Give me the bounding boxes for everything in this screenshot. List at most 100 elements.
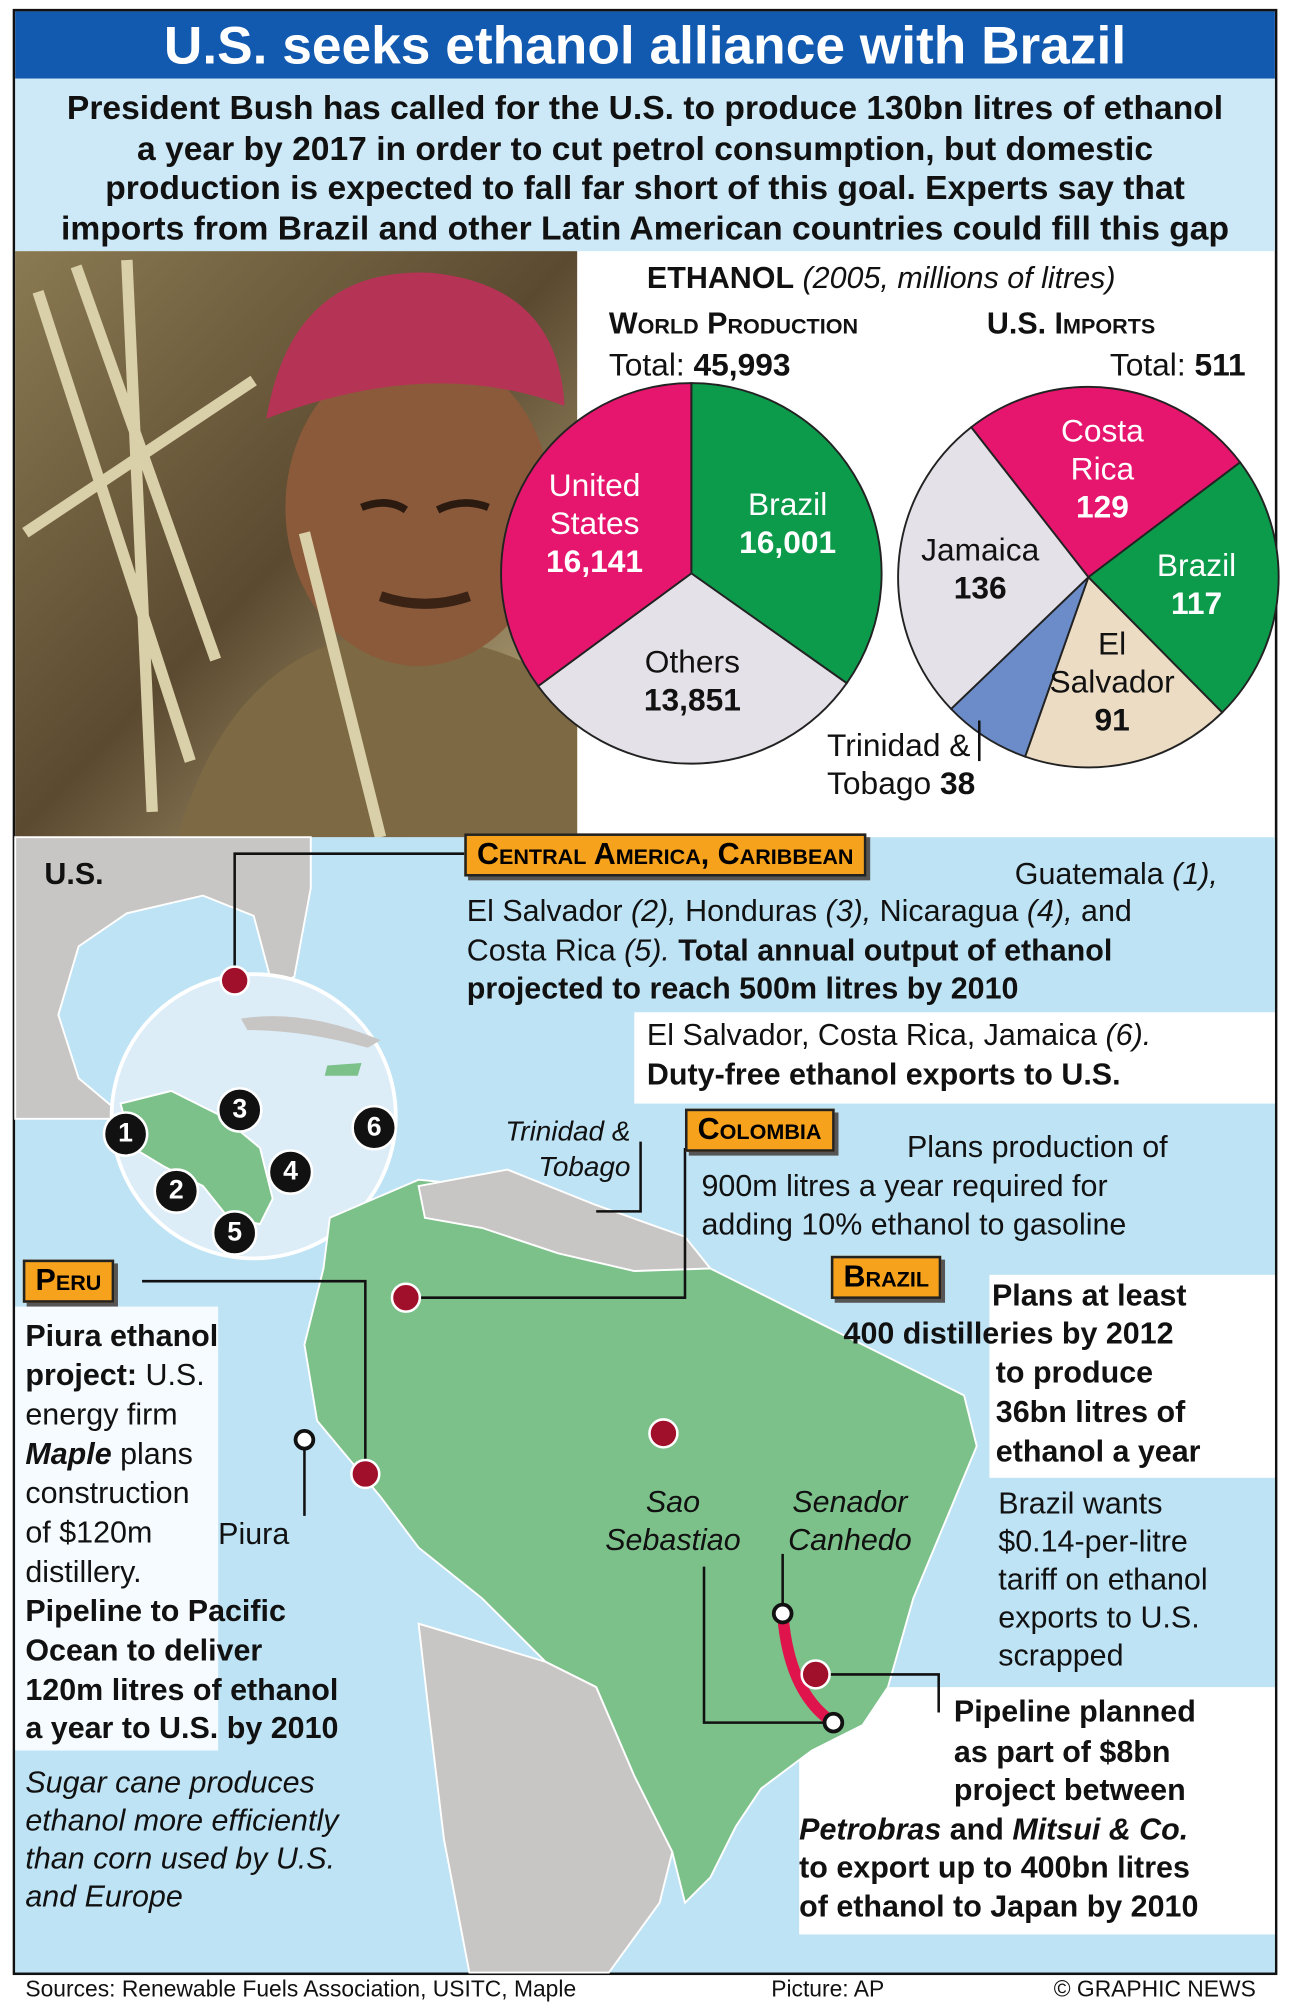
shape <box>285 348 552 666</box>
shape: project: U.S. <box>25 1357 204 1395</box>
shape <box>22 259 387 839</box>
text-label: Duty-free ethanol exports to U.S. <box>646 1057 1121 1093</box>
text-label: Ocean to deliver <box>25 1633 263 1669</box>
text-label: (1), <box>1172 857 1218 892</box>
text-label: Picture: AP <box>771 1976 885 2002</box>
pie-category: United States <box>548 468 641 543</box>
pie-slice <box>536 572 849 765</box>
text-label: U.S. <box>137 1358 205 1393</box>
pie-category: El Salvador <box>1049 627 1175 701</box>
text-label: 5 <box>211 1210 258 1256</box>
pie-label: Jamaica 136 <box>903 531 1058 607</box>
text-label: Mitsui & Co. <box>1012 1812 1189 1847</box>
pie-slice <box>969 385 1242 579</box>
text-label: El Salvador <box>466 894 631 929</box>
shape <box>596 1141 642 1213</box>
shape <box>378 591 471 609</box>
text-label: World Production <box>608 306 859 342</box>
text-label: © GRAPHIC NEWS <box>1053 1976 1256 2002</box>
tariff-line: scrapped <box>998 1638 1124 1674</box>
pie-value: 136 <box>953 570 1007 607</box>
shape <box>233 852 465 981</box>
text-label: 900m litres a year required for <box>701 1169 1108 1204</box>
pie-value: 16,141 <box>546 544 644 581</box>
text-label: as part of $8bn <box>953 1735 1171 1770</box>
text-label: 6 <box>351 1104 398 1151</box>
text-label: construction <box>25 1476 190 1511</box>
pie-slice <box>690 382 883 685</box>
text-label: Total annual output of ethanol <box>669 933 1113 968</box>
shape <box>776 1613 837 1728</box>
shape <box>634 1012 1275 1104</box>
shape: El Salvador (2), Honduras (3), Nicaragua… <box>467 893 1132 931</box>
pie-slice <box>500 382 693 688</box>
pie-category: Trinidad & Tobago <box>827 728 971 802</box>
text-label: to produce <box>995 1356 1154 1391</box>
pie-label: Brazil 16,001 <box>710 485 865 561</box>
shape <box>822 1711 845 1734</box>
title-bar <box>15 11 1275 79</box>
pie-value: 16,001 <box>739 524 837 561</box>
text-label: 511 <box>1194 347 1246 384</box>
text-label: adding 10% ethanol to gasoline <box>701 1207 1127 1242</box>
text-label: distillery. <box>25 1555 142 1590</box>
text-label: Sao Sebastiao <box>605 1485 741 1558</box>
shape <box>177 634 578 838</box>
pie-slice <box>897 425 1090 711</box>
shape: Sugar cane produces ethanol more efficien… <box>25 1764 338 1916</box>
text-label: 1 <box>102 1111 149 1157</box>
shape <box>293 1428 316 1451</box>
pie-value: 38 <box>939 766 976 802</box>
text-label: Pipeline to Pacific <box>25 1594 286 1629</box>
text-label: energy firm <box>25 1397 178 1433</box>
shape <box>390 1282 422 1313</box>
intro-line: President Bush has called for the U.S. t… <box>66 88 1224 127</box>
text-label: (5). <box>624 933 670 968</box>
title: U.S. seeks ethanol alliance with Brazil <box>163 15 1127 75</box>
intro-panel <box>15 78 1275 252</box>
text-label: Total: <box>608 347 685 384</box>
shape: Petrobras and Mitsui & Co. <box>799 1811 1188 1849</box>
text-label: Plans at least <box>991 1278 1187 1313</box>
pie-category: Costa Rica <box>1060 413 1144 488</box>
text-label: (3), <box>825 894 872 929</box>
shape <box>405 1147 687 1299</box>
shape <box>15 1306 219 1751</box>
shape <box>219 965 831 1690</box>
text-label: (4), <box>1026 894 1073 929</box>
photo <box>15 251 578 839</box>
shape <box>417 1622 674 1974</box>
sugar-line: than corn used by U.S. <box>25 1841 336 1877</box>
text-label: ethanol a year <box>995 1434 1201 1469</box>
intro-line: a year by 2017 in order to cut petrol co… <box>136 128 1154 167</box>
text-label: Central America, Caribbean <box>464 833 867 877</box>
shape: El Salvador, Costa Rica, Jamaica (6). <box>647 1017 1151 1055</box>
text-label: Nicaragua <box>871 894 1027 929</box>
pie-charts <box>500 382 1280 769</box>
shape <box>142 1279 367 1474</box>
pie-category: Brazil <box>747 486 828 523</box>
text-label: of $120m <box>25 1515 153 1551</box>
shape: President Bush has called for the U.S. t… <box>15 89 1275 249</box>
text-label: Honduras <box>676 894 826 929</box>
text-label: 4 <box>267 1149 314 1195</box>
text-label: Piura ethanol <box>25 1319 219 1354</box>
shape <box>989 1274 1275 1478</box>
pie-category: Others <box>644 645 740 681</box>
pie-label: El Salvador 91 <box>1035 626 1190 740</box>
text-label: Piura <box>218 1517 290 1552</box>
shape <box>799 1687 1275 1935</box>
shape <box>324 1063 362 1076</box>
text-label: to export up to 400bn litres <box>799 1850 1190 1885</box>
text-label: Guatemala <box>1014 857 1173 892</box>
text-label: ETHANOL <box>646 261 795 296</box>
shape: Total: 45,993 <box>609 346 791 384</box>
text-label: of ethanol to Japan by 2010 <box>799 1890 1199 1925</box>
pie-slice <box>1023 575 1224 769</box>
shape: Maple plans <box>25 1436 193 1474</box>
text-label: a year to U.S. by 2010 <box>25 1711 339 1746</box>
shape <box>219 965 250 996</box>
